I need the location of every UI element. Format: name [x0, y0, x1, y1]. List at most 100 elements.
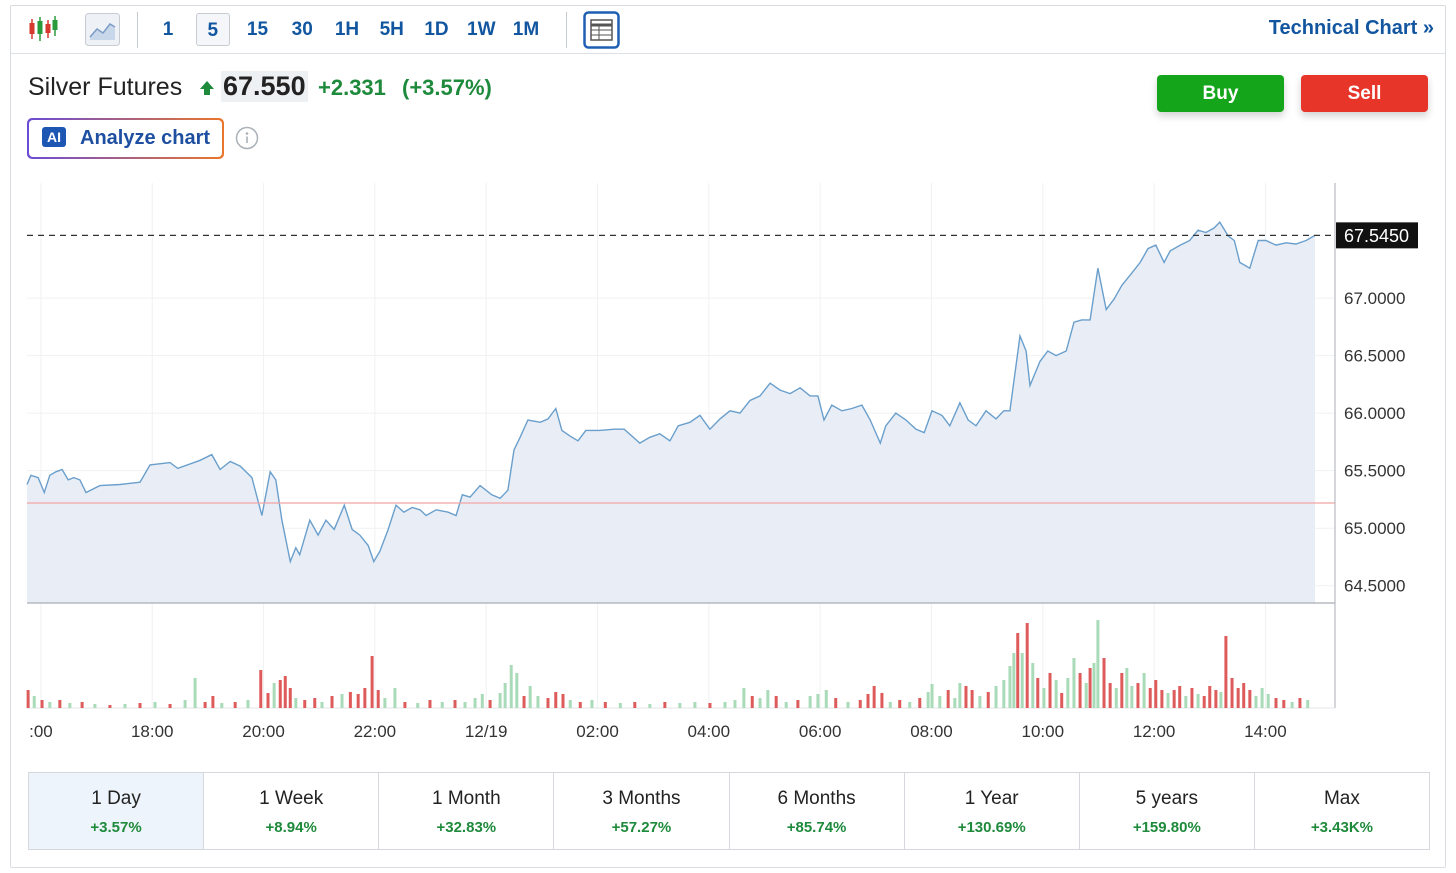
- volume-bar: [294, 698, 298, 708]
- period-label: 1 Year: [964, 788, 1019, 809]
- interval-button[interactable]: 1: [162, 19, 174, 40]
- volume-bar: [1016, 633, 1020, 708]
- volume-bar: [536, 696, 540, 708]
- volume-bar: [1120, 673, 1124, 708]
- volume-bar: [1154, 680, 1158, 708]
- volume-bar: [1290, 702, 1294, 708]
- volume-bar: [1078, 673, 1082, 708]
- volume-bar: [784, 702, 788, 708]
- period-label: 1 Day: [91, 788, 141, 809]
- x-tick-label: 12/19: [465, 722, 508, 741]
- period-button[interactable]: 1 Year +130.69%: [903, 773, 1079, 849]
- area-chart-icon[interactable]: [85, 13, 120, 46]
- volume-bar: [138, 703, 142, 708]
- volume-bar: [1236, 688, 1240, 708]
- volume-bar: [578, 702, 582, 708]
- volume-bar: [1020, 653, 1024, 708]
- volume-bar: [363, 688, 367, 708]
- volume-bar: [283, 676, 287, 708]
- period-change: +85.74%: [786, 819, 847, 836]
- volume-bar: [816, 694, 820, 708]
- info-icon[interactable]: [235, 126, 259, 150]
- interval-button[interactable]: 1M: [512, 19, 540, 40]
- volume-bar: [93, 704, 97, 708]
- volume-bar: [808, 696, 812, 708]
- period-button[interactable]: 1 Month +32.83%: [378, 773, 553, 849]
- volume-bar: [1214, 690, 1218, 708]
- table-view-icon[interactable]: [583, 11, 620, 49]
- volume-bar: [403, 702, 407, 708]
- plot-area: Investing.com67.545064.500065.000065.500…: [26, 183, 1418, 741]
- volume-bar: [1060, 693, 1064, 708]
- period-change: +3.57%: [90, 819, 142, 836]
- volume-bar: [183, 700, 187, 708]
- y-tick-label: 66.5000: [1344, 347, 1405, 366]
- interval-button[interactable]: 1W: [467, 19, 496, 40]
- volume-bar: [1184, 696, 1188, 708]
- volume-bar: [866, 694, 870, 708]
- interval-button[interactable]: 1H: [334, 19, 360, 40]
- volume-bar: [1125, 668, 1129, 708]
- analyze-chart-button[interactable]: AI Analyze chart: [27, 118, 224, 159]
- volume-bar: [678, 703, 682, 708]
- volume-bar: [1114, 688, 1118, 708]
- candlestick-icon[interactable]: [28, 14, 58, 44]
- volume-bar: [1298, 698, 1302, 708]
- volume-bar: [480, 694, 484, 708]
- period-selector: 1 Day +3.57% 1 Week +8.94% 1 Month +32.83% 3 M…: [28, 772, 1430, 850]
- volume-bar: [1196, 694, 1200, 708]
- volume-bar: [926, 692, 930, 708]
- volume-bar: [846, 702, 850, 708]
- interval-button[interactable]: 15: [246, 19, 269, 40]
- period-button[interactable]: 1 Week +8.94%: [203, 773, 378, 849]
- volume-bar: [1306, 700, 1310, 708]
- period-button[interactable]: 3 Months +57.27%: [553, 773, 728, 849]
- period-label: 6 Months: [777, 788, 856, 809]
- volume-bar: [1242, 683, 1246, 708]
- technical-chart-link[interactable]: Technical Chart »: [1268, 17, 1434, 39]
- x-tick-label: 10:00: [1022, 722, 1065, 741]
- volume-bar: [978, 696, 982, 708]
- up-arrow-icon: [200, 81, 214, 95]
- volume-bar: [1178, 686, 1182, 708]
- volume-bar: [428, 700, 432, 708]
- buy-button[interactable]: Buy: [1157, 75, 1284, 112]
- volume-bar: [1254, 696, 1258, 708]
- volume-bar: [1042, 688, 1046, 708]
- sell-button[interactable]: Sell: [1301, 75, 1428, 112]
- period-change: +57.27%: [611, 819, 672, 836]
- volume-bar: [1002, 680, 1006, 708]
- price-change-percent: (+3.57%): [402, 75, 492, 100]
- volume-bar: [303, 700, 307, 708]
- interval-button[interactable]: 30: [291, 19, 313, 40]
- x-tick-label: 14:00: [1244, 722, 1287, 741]
- volume-bar: [1084, 683, 1088, 708]
- volume-bar: [1008, 666, 1012, 708]
- volume-bar: [1172, 690, 1176, 708]
- period-button[interactable]: Max +3.43K%: [1253, 773, 1429, 849]
- period-label: 1 Month: [431, 788, 501, 809]
- period-button[interactable]: 1 Day +3.57%: [29, 773, 204, 849]
- volume-bar: [758, 698, 762, 708]
- interval-button[interactable]: 5H: [379, 19, 404, 40]
- volume-bar: [708, 703, 712, 708]
- interval-button[interactable]: 1D: [424, 19, 449, 40]
- volume-bar: [153, 702, 157, 708]
- volume-bar: [964, 686, 968, 708]
- instrument-name: Silver Futures: [28, 73, 183, 101]
- volume-bar: [108, 705, 112, 708]
- period-button[interactable]: 6 Months +85.74%: [728, 773, 904, 849]
- volume-bar: [1031, 663, 1035, 708]
- period-change: +159.80%: [1132, 819, 1201, 836]
- volume-bar: [1248, 690, 1252, 708]
- period-label: 5 years: [1135, 788, 1198, 809]
- volume-bar: [123, 704, 127, 708]
- period-button[interactable]: 5 years +159.80%: [1078, 773, 1254, 849]
- interval-button[interactable]: 5: [195, 13, 230, 46]
- volume-bar: [1054, 680, 1058, 708]
- volume-bar: [68, 703, 72, 708]
- volume-bar: [898, 700, 902, 708]
- toolbar-separator: [137, 12, 138, 48]
- price-change: +2.331: [318, 75, 386, 100]
- volume-bar: [568, 700, 572, 708]
